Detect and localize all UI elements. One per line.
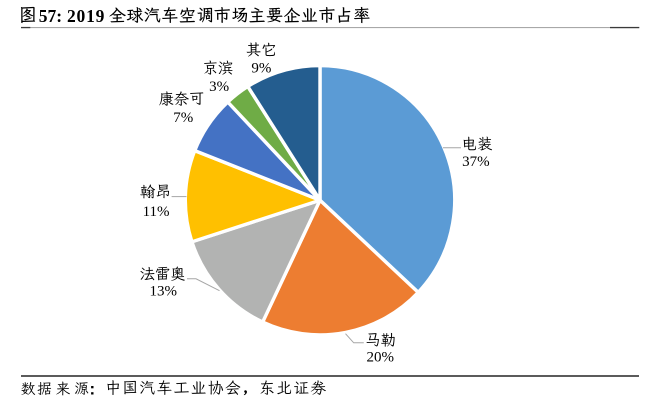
svg-text:20%: 20% xyxy=(367,350,395,366)
svg-text:37%: 37% xyxy=(462,154,490,170)
svg-text:2019: 2019 xyxy=(67,6,105,26)
svg-text:57:: 57: xyxy=(39,6,62,26)
svg-text:11%: 11% xyxy=(143,204,170,220)
svg-text:13%: 13% xyxy=(149,284,177,300)
svg-text:3%: 3% xyxy=(209,79,229,95)
svg-text:9%: 9% xyxy=(251,61,271,77)
svg-text:7%: 7% xyxy=(173,110,193,126)
